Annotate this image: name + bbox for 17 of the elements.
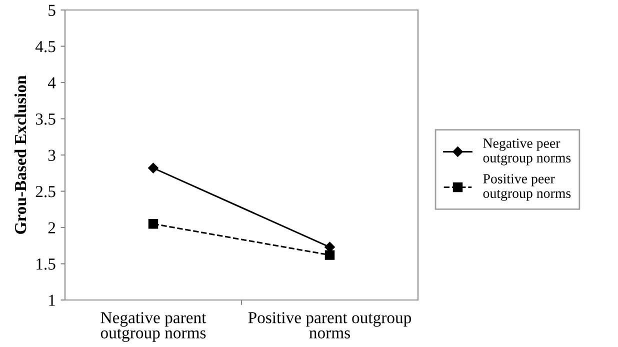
legend-label: Negative peer outgroup norms <box>483 138 571 166</box>
y-tick-label: 4 <box>48 77 56 88</box>
point <box>324 250 335 260</box>
y-tick-label: 4.5 <box>35 41 56 52</box>
y-tick-label: 5 <box>48 4 56 16</box>
point <box>148 219 158 229</box>
y-tick-label: 2.5 <box>36 186 56 198</box>
x-tick-label: Positive parent outgroup norms <box>248 312 412 338</box>
legend-label: Positive peer outgroup norms <box>483 174 571 201</box>
y-tick-label: 1.5 <box>36 258 56 270</box>
y-tick-label: 2 <box>48 222 56 234</box>
y-tick-label: 1 <box>49 294 55 306</box>
y-tick-label: 3.5 <box>36 113 56 125</box>
x-tick-label: Negative parent outgroup norms <box>100 312 206 342</box>
y-tick-label: 3 <box>48 150 56 161</box>
point <box>148 162 158 174</box>
y-axis-title: Grou-Based Exclusion <box>14 76 26 234</box>
